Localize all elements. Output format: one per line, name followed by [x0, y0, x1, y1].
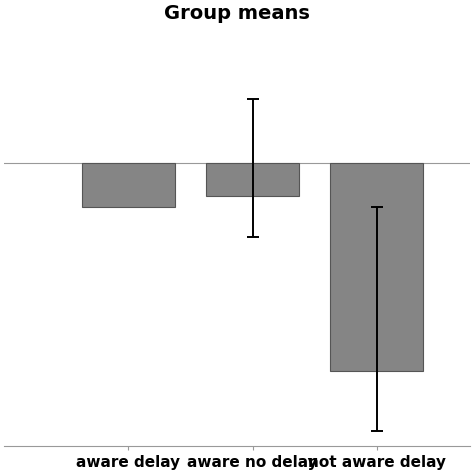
- Bar: [206, 163, 299, 196]
- Bar: [330, 163, 423, 371]
- Bar: [82, 163, 175, 207]
- Title: Group means: Group means: [164, 4, 310, 23]
